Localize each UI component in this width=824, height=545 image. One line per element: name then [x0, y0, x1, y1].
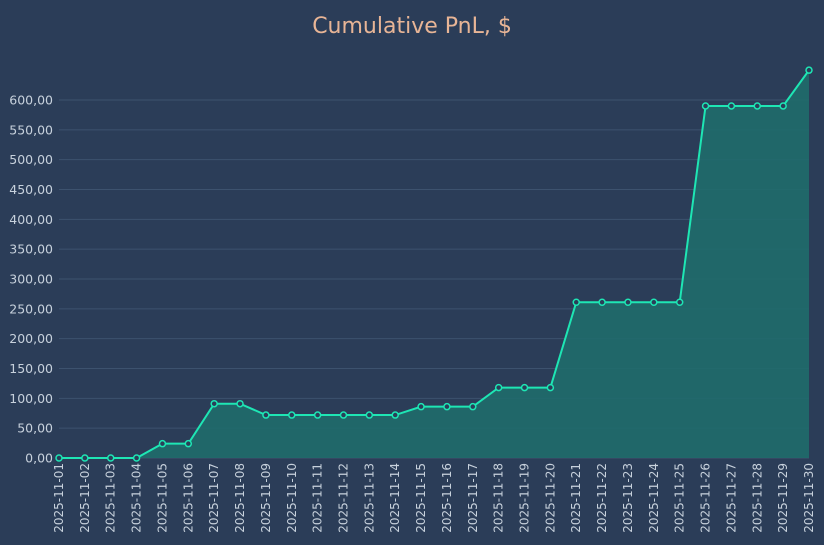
data-point[interactable] [805, 66, 813, 74]
y-tick-label: 100,00 [9, 391, 53, 406]
y-tick-label: 250,00 [9, 301, 53, 316]
area-fill [59, 70, 809, 459]
x-tick-label: 2025-11-22 [595, 463, 609, 533]
data-point[interactable] [443, 402, 451, 411]
x-tick-label: 2025-11-11 [311, 463, 325, 533]
data-point[interactable] [184, 439, 193, 448]
x-tick-label: 2025-11-12 [336, 463, 350, 533]
x-tick-label: 2025-11-04 [130, 463, 144, 533]
x-tick-label: 2025-11-21 [569, 463, 583, 533]
data-point[interactable] [546, 383, 555, 392]
data-point[interactable] [753, 102, 762, 110]
data-point[interactable] [81, 454, 89, 462]
x-tick-label: 2025-11-28 [750, 463, 764, 533]
x-tick-label: 2025-11-07 [207, 463, 221, 533]
data-point[interactable] [288, 411, 296, 419]
data-point[interactable] [313, 411, 322, 419]
x-tick-label: 2025-11-18 [492, 463, 506, 533]
marker-layer [55, 66, 813, 462]
x-tick-label: 2025-11-08 [233, 463, 247, 533]
data-point[interactable] [779, 102, 787, 110]
x-tick-label: 2025-11-23 [621, 463, 635, 533]
y-tick-label: 400,00 [9, 212, 53, 227]
data-point[interactable] [469, 402, 477, 411]
y-tick-label: 200,00 [9, 331, 53, 346]
x-tick-label: 2025-11-06 [181, 463, 195, 533]
y-axis-ticks: 0,00 50,00 100,00 150,00 200,00 250,00 300,00 3… [9, 93, 53, 466]
data-point[interactable] [417, 402, 425, 411]
y-tick-label: 600,00 [9, 93, 53, 108]
data-point[interactable] [572, 298, 580, 307]
y-tick-label: 50,00 [17, 421, 53, 436]
data-point[interactable] [55, 454, 63, 462]
x-tick-label: 2025-11-03 [104, 463, 118, 533]
x-tick-label: 2025-11-09 [259, 463, 273, 533]
x-tick-label: 2025-11-26 [699, 463, 713, 533]
x-tick-label: 2025-11-27 [724, 463, 738, 533]
series-line [59, 69, 810, 459]
data-point[interactable] [236, 399, 244, 408]
area-layer [59, 70, 809, 459]
chart-title: Cumulative PnL, $ [312, 14, 512, 39]
data-point[interactable] [365, 411, 374, 419]
data-point[interactable] [520, 383, 529, 392]
x-tick-label: 2025-11-29 [776, 463, 790, 533]
data-point[interactable] [158, 439, 167, 448]
data-point[interactable] [675, 298, 684, 307]
data-point[interactable] [106, 454, 115, 462]
data-point[interactable] [339, 411, 348, 419]
y-tick-label: 300,00 [9, 272, 53, 287]
x-tick-label: 2025-11-25 [673, 463, 687, 533]
x-tick-label: 2025-11-13 [362, 463, 376, 533]
y-tick-label: 150,00 [9, 361, 53, 376]
data-point[interactable] [391, 411, 399, 419]
x-tick-label: 2025-11-24 [647, 463, 661, 533]
y-tick-label: 0,00 [25, 451, 53, 466]
data-point[interactable] [650, 298, 658, 307]
x-tick-label: 2025-11-05 [155, 463, 169, 533]
y-tick-label: 550,00 [9, 122, 53, 137]
data-point[interactable] [701, 102, 710, 110]
x-tick-label: 2025-11-30 [802, 463, 816, 533]
x-tick-label: 2025-11-16 [440, 463, 454, 533]
data-point[interactable] [262, 411, 270, 419]
x-tick-label: 2025-11-15 [414, 463, 428, 533]
data-point[interactable] [624, 298, 632, 307]
x-axis-ticks: 2025-11-01 2025-11-02 2025-11-03 2025-11-04… [52, 463, 816, 533]
x-tick-label: 2025-11-17 [466, 463, 480, 533]
data-point[interactable] [598, 298, 606, 307]
x-tick-label: 2025-11-10 [285, 463, 299, 533]
data-point[interactable] [132, 454, 141, 462]
line-layer [59, 69, 810, 459]
data-point[interactable] [210, 399, 218, 408]
x-tick-label: 2025-11-19 [518, 463, 532, 533]
y-tick-label: 500,00 [9, 152, 53, 167]
x-tick-label: 2025-11-20 [543, 463, 557, 533]
data-point[interactable] [727, 102, 736, 110]
x-tick-label: 2025-11-01 [52, 463, 66, 533]
y-tick-label: 450,00 [9, 182, 53, 197]
x-tick-label: 2025-11-14 [388, 463, 402, 533]
y-tick-label: 350,00 [9, 242, 53, 257]
x-tick-label: 2025-11-02 [78, 463, 92, 533]
data-point[interactable] [494, 383, 503, 392]
